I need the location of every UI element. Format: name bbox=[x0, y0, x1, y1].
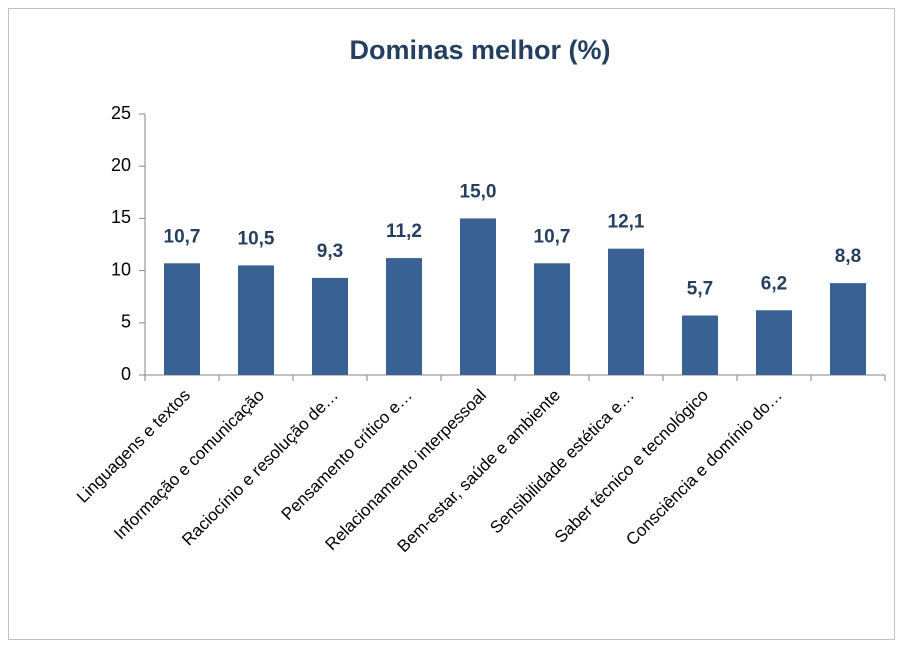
bar bbox=[460, 218, 496, 375]
value-label: 10,7 bbox=[534, 226, 571, 247]
chart-border bbox=[8, 8, 895, 640]
bar bbox=[386, 258, 422, 375]
bar bbox=[608, 248, 644, 375]
bar bbox=[830, 283, 866, 375]
bar bbox=[238, 265, 274, 375]
value-label: 10,5 bbox=[238, 228, 275, 249]
value-label: 10,7 bbox=[164, 226, 201, 247]
y-tick-label: 10 bbox=[111, 259, 131, 279]
bar bbox=[164, 263, 200, 375]
y-tick-label: 15 bbox=[111, 207, 131, 227]
value-label: 15,0 bbox=[460, 181, 497, 202]
bar bbox=[682, 315, 718, 375]
y-tick-label: 5 bbox=[121, 312, 131, 332]
y-tick-label: 20 bbox=[111, 155, 131, 175]
value-label: 9,3 bbox=[317, 241, 343, 262]
y-tick-label: 0 bbox=[121, 364, 131, 384]
bar bbox=[312, 277, 348, 375]
value-label: 6,2 bbox=[761, 273, 787, 294]
value-label: 11,2 bbox=[386, 221, 422, 242]
y-tick-label: 25 bbox=[111, 103, 131, 123]
bar bbox=[756, 310, 792, 375]
chart-title: Dominas melhor (%) bbox=[349, 35, 610, 65]
value-label: 5,7 bbox=[687, 279, 713, 300]
value-label: 12,1 bbox=[608, 212, 645, 233]
bar bbox=[534, 263, 570, 375]
value-label: 8,8 bbox=[835, 246, 861, 267]
